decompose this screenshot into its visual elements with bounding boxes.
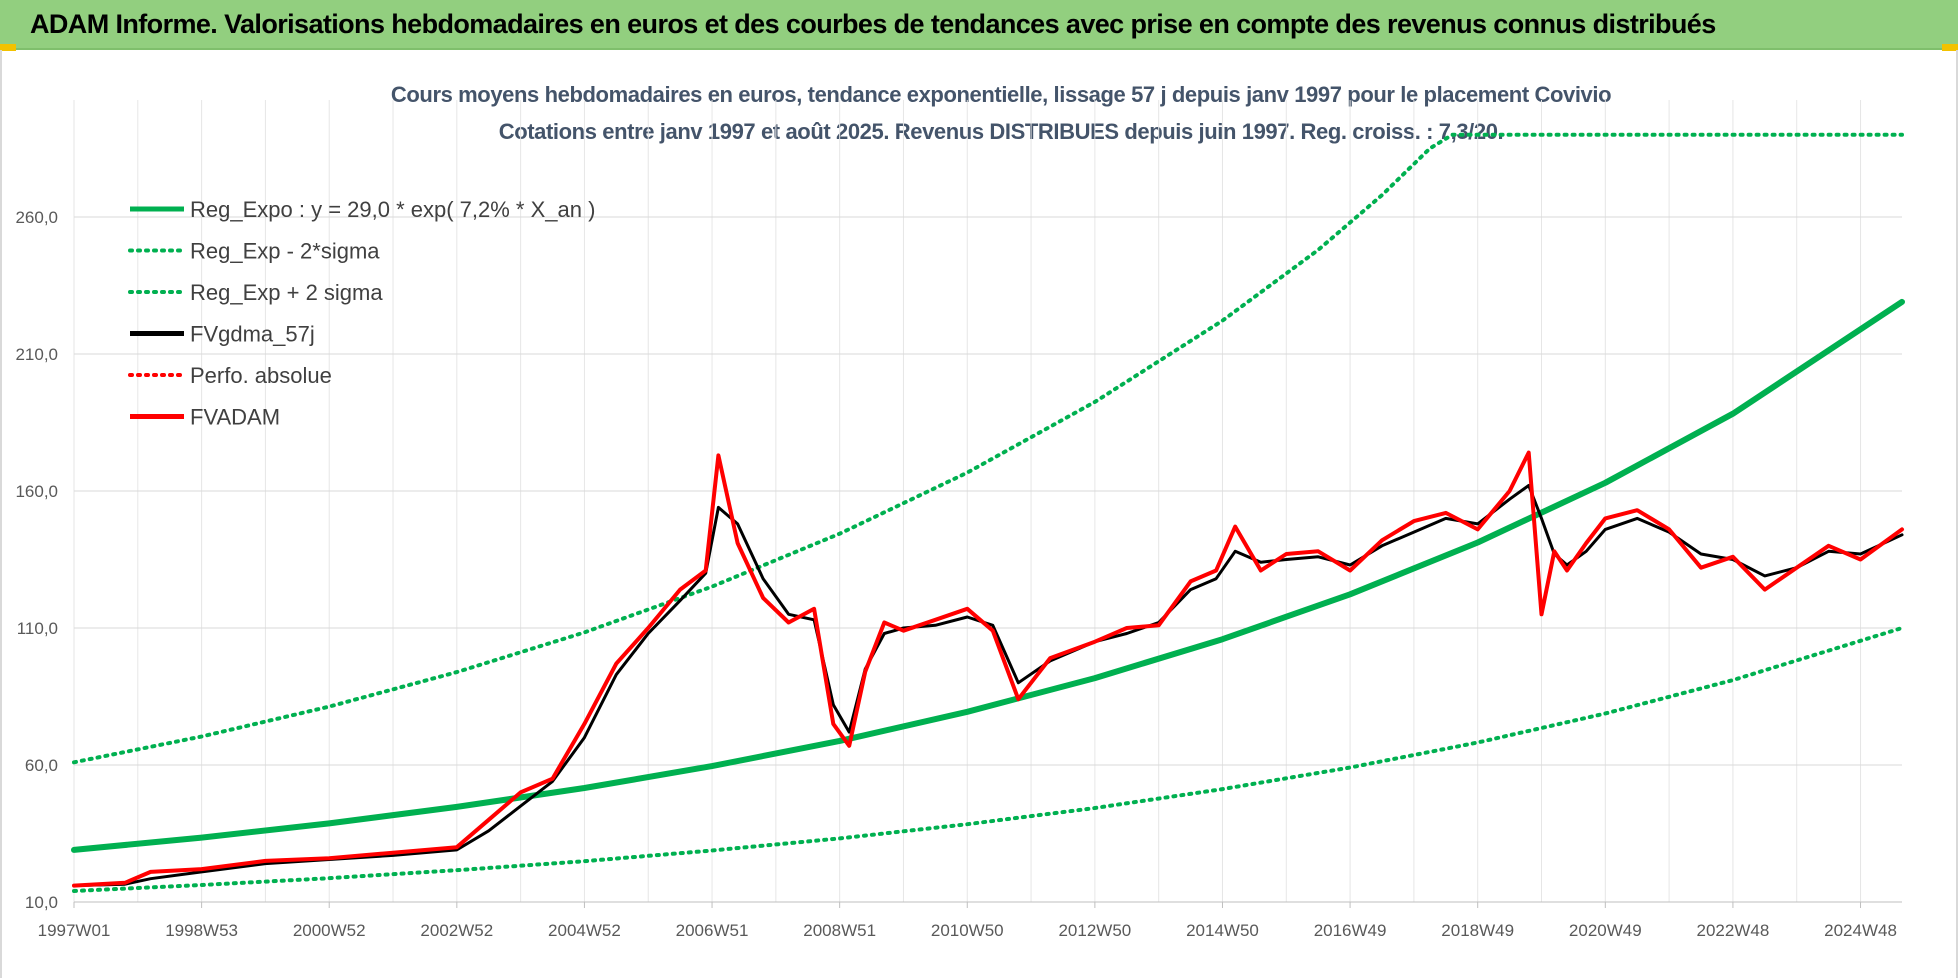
legend-label-2: Reg_Exp + 2 sigma	[190, 280, 383, 305]
legend-label-1: Reg_Exp - 2*sigma	[190, 239, 380, 264]
x-tick-label: 2022W48	[1697, 921, 1770, 940]
legend-label-3: FVgdma_57j	[190, 322, 315, 347]
axis-labels: 10,0 60,0 110,0 160,0 210,0 260,0 1997W01 1998W…	[15, 208, 1896, 940]
x-tick-label: 2024W48	[1824, 921, 1897, 940]
y-tick-label: 60,0	[25, 756, 58, 775]
x-tick-label: 2000W52	[293, 921, 366, 940]
corner-mark-right	[1942, 44, 1958, 51]
y-tick-label: 260,0	[15, 208, 58, 227]
legend: Reg_Expo : y = 29,0 * exp( 7,2% * X_an )…	[128, 197, 595, 430]
legend-label-4: Perfo. absolue	[190, 363, 332, 388]
y-tick-label: 160,0	[15, 482, 58, 501]
x-tick-label: 2018W49	[1441, 921, 1514, 940]
x-tick-label: 2016W49	[1314, 921, 1387, 940]
report-banner: ADAM Informe. Valorisations hebdomadaire…	[0, 0, 1958, 50]
series-line-0	[71, 298, 1905, 853]
chart-title: Cours moyens hebdomadaires en euros, ten…	[390, 82, 1612, 107]
x-tick-label: 2002W52	[420, 921, 493, 940]
series-lines	[71, 132, 1905, 893]
x-tick-label: 2012W50	[1058, 921, 1131, 940]
x-tick-label: 2006W51	[676, 921, 749, 940]
report-title: ADAM Informe. Valorisations hebdomadaire…	[30, 9, 1716, 39]
x-tick-label: 2020W49	[1569, 921, 1642, 940]
legend-label-5: FVADAM	[190, 405, 280, 430]
x-tick-label: 1998W53	[165, 921, 238, 940]
y-tick-label: 10,0	[25, 893, 58, 912]
x-tick-label: 2014W50	[1186, 921, 1259, 940]
series-line-5	[72, 450, 1904, 888]
x-tick-label: 1997W01	[38, 921, 111, 940]
x-tick-label: 2008W51	[803, 921, 876, 940]
chart-subtitle: Cotations entre janv 1997 et août 2025. …	[498, 119, 1504, 144]
legend-label-0: Reg_Expo : y = 29,0 * exp( 7,2% * X_an )	[190, 197, 595, 222]
x-tick-label: 2004W52	[548, 921, 621, 940]
y-tick-label: 210,0	[15, 345, 58, 364]
chart-area	[0, 50, 1958, 978]
y-tick-label: 110,0	[17, 619, 58, 638]
series-line-3	[72, 484, 1904, 888]
series-line-1	[72, 626, 1904, 893]
series-line-2	[72, 132, 1904, 765]
x-tick-label: 2010W50	[931, 921, 1004, 940]
corner-mark-left	[0, 44, 16, 51]
